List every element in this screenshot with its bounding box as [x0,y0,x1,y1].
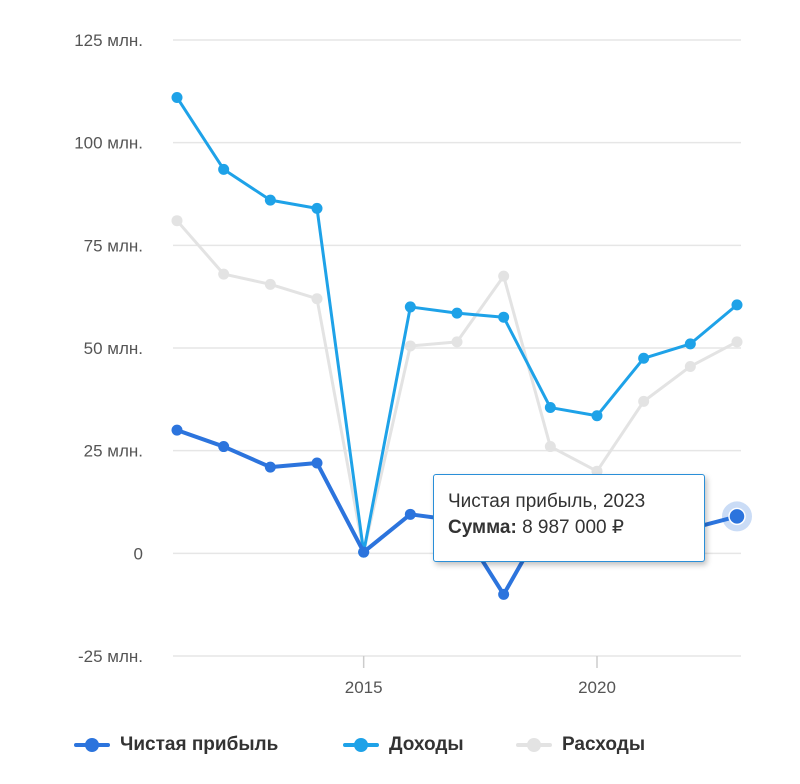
data-point[interactable] [591,465,603,477]
data-point[interactable] [264,194,276,206]
data-point[interactable] [498,270,510,282]
series-2 [171,215,743,558]
data-point[interactable] [731,336,743,348]
data-point[interactable] [591,410,603,422]
data-point[interactable] [171,424,183,436]
tooltip-key: Сумма: [448,517,517,538]
x-axis: 2015 2020 [345,656,616,697]
y-axis-tick-labels: -25 млн. 0 25 млн. 50 млн. 75 млн. 100 млн. 12… [74,31,143,666]
highlight-point[interactable] [728,507,746,526]
data-point[interactable] [684,360,696,372]
data-point[interactable] [451,336,463,348]
data-point[interactable] [498,311,510,323]
data-point[interactable] [404,301,416,313]
tooltip-title: Чистая прибыль, 2023 [448,491,646,512]
y-tick-label: 125 млн. [74,31,143,50]
data-point[interactable] [311,202,323,214]
line-chart: -25 млн. 0 25 млн. 50 млн. 75 млн. 100 млн. 12… [74,31,752,697]
y-tick-label: -25 млн. [78,647,143,666]
legend-item-expenses[interactable]: Расходы [516,730,645,760]
legend-item-income[interactable]: Доходы [343,730,464,760]
x-tick-label: 2015 [345,678,383,697]
y-tick-label: 25 млн. [84,442,143,461]
legend-swatch-income [343,735,379,755]
data-point[interactable] [544,441,556,453]
data-point[interactable] [451,307,463,319]
data-point[interactable] [218,441,230,453]
data-point[interactable] [404,340,416,352]
y-tick-label: 100 млн. [74,134,143,153]
grid-lines [173,39,741,657]
data-point[interactable] [311,293,323,305]
data-point[interactable] [171,91,183,103]
x-tick-label: 2020 [578,678,616,697]
highlight-layer [722,501,752,532]
data-point[interactable] [544,402,556,414]
legend-swatch-net-profit [74,735,110,755]
data-point[interactable] [638,352,650,364]
data-point[interactable] [171,215,183,227]
tooltip-value: 8 987 000 ₽ [522,517,624,538]
legend-item-net-profit[interactable]: Чистая прибыль [74,730,278,760]
data-point[interactable] [264,278,276,290]
data-point[interactable] [264,461,276,473]
data-point[interactable] [684,338,696,350]
data-point[interactable] [311,457,323,469]
data-point[interactable] [218,268,230,280]
data-point[interactable] [498,588,510,600]
data-point[interactable] [638,395,650,407]
data-point[interactable] [358,546,370,558]
legend-swatch-expenses [516,735,552,755]
legend-label-expenses: Расходы [562,734,646,755]
data-point[interactable] [731,299,743,311]
tooltip: Чистая прибыль, 2023 Сумма: 8 987 000 ₽ [433,474,705,562]
y-tick-label: 75 млн. [84,236,143,255]
legend: Чистая прибыль Доходы Расходы [0,720,800,770]
data-point[interactable] [218,163,230,175]
y-tick-label: 50 млн. [84,339,143,358]
tooltip-row: Сумма: 8 987 000 ₽ [448,515,690,541]
y-tick-label: 0 [134,544,143,563]
legend-label-income: Доходы [389,734,464,755]
legend-label-net-profit: Чистая прибыль [120,734,279,755]
data-point[interactable] [404,508,416,520]
